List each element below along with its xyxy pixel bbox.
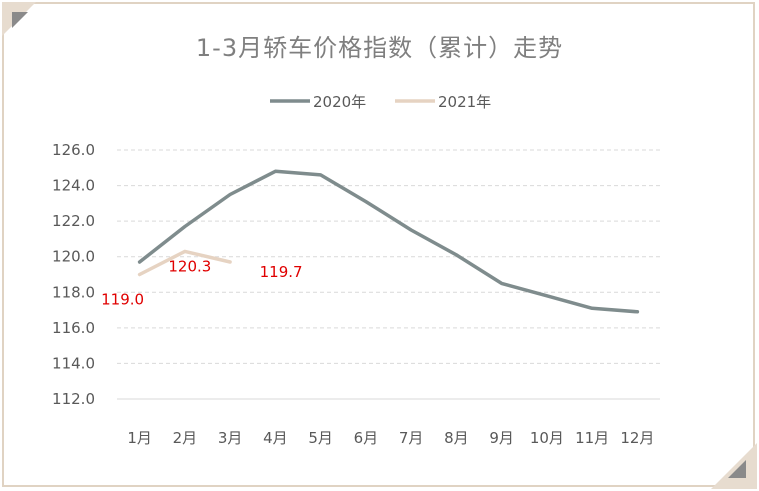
y-tick-label: 118.0 <box>52 283 95 301</box>
x-tick-label: 8月 <box>444 429 469 447</box>
corner-triangle-top-left <box>12 12 28 28</box>
data-label: 119.7 <box>260 263 303 281</box>
y-tick-label: 126.0 <box>52 141 95 159</box>
y-tick-label: 116.0 <box>52 319 95 337</box>
data-label: 119.0 <box>101 291 144 309</box>
x-tick-label: 2月 <box>173 429 198 447</box>
y-tick-label: 124.0 <box>52 177 95 195</box>
chart-frame <box>2 2 755 487</box>
data-label: 120.3 <box>168 257 211 275</box>
x-tick-label: 1月 <box>127 429 152 447</box>
y-tick-label: 120.0 <box>52 248 95 266</box>
legend-label: 2020年 <box>313 93 366 111</box>
x-tick-label: 12月 <box>620 429 654 447</box>
x-tick-label: 5月 <box>308 429 333 447</box>
x-tick-label: 4月 <box>263 429 288 447</box>
x-tick-label: 7月 <box>399 429 424 447</box>
corner-triangle-bottom-right <box>728 460 746 478</box>
x-tick-label: 11月 <box>575 429 609 447</box>
y-tick-label: 114.0 <box>52 354 95 372</box>
y-tick-label: 122.0 <box>52 212 95 230</box>
chart-title: 1-3月轿车价格指数（累计）走势 <box>195 34 564 62</box>
x-tick-label: 6月 <box>354 429 379 447</box>
x-tick-label: 3月 <box>218 429 243 447</box>
y-tick-label: 112.0 <box>52 390 95 408</box>
series-line-2020年 <box>137 169 640 314</box>
x-tick-label: 10月 <box>530 429 564 447</box>
x-tick-label: 9月 <box>489 429 514 447</box>
legend-label: 2021年 <box>438 93 491 111</box>
